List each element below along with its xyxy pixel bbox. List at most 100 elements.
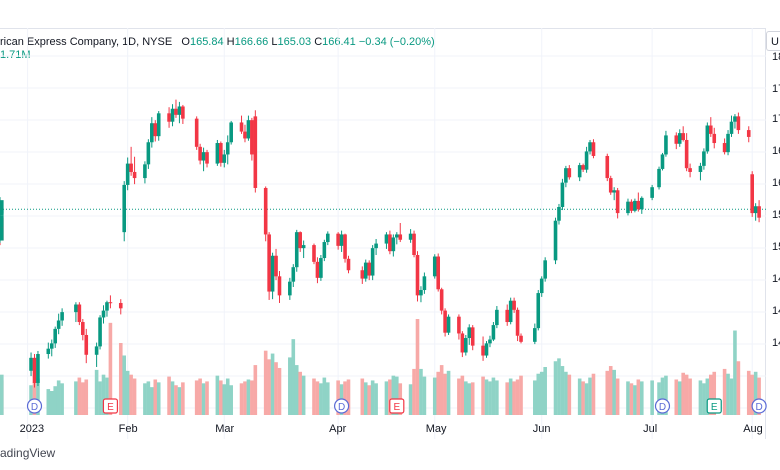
dividend-marker-label: D: [659, 402, 666, 413]
volume-bar: [702, 383, 706, 415]
candle-body: [105, 302, 109, 311]
candle-body: [384, 234, 389, 244]
volume-bar: [53, 386, 58, 415]
volume-bar: [543, 367, 547, 415]
candle-body: [143, 164, 147, 179]
candle-body: [581, 165, 585, 170]
candle-body: [712, 133, 717, 144]
volume-bar: [46, 389, 51, 415]
volume-bar: [319, 383, 323, 415]
candle-body: [698, 165, 703, 172]
symbol-legend: rican Express Company, 1D, NYSE O165.84 …: [0, 36, 435, 48]
volume-bar: [481, 376, 485, 415]
candle-body: [543, 260, 547, 279]
earnings-marker: [389, 398, 405, 414]
candle-body: [512, 300, 516, 310]
candle-body: [219, 143, 223, 163]
candle-body: [0, 227, 4, 241]
earnings-marker: [102, 398, 119, 414]
y-axis-tick-label: 16: [772, 177, 780, 189]
dividend-marker: [751, 398, 767, 414]
candle-body: [688, 168, 692, 172]
volume-bar: [705, 378, 710, 415]
candle-body: [250, 120, 254, 155]
candle-body: [325, 233, 330, 243]
volume-bar: [384, 381, 389, 415]
volume-bar: [370, 380, 375, 415]
candle-body: [677, 133, 682, 144]
volume-bar: [177, 387, 182, 415]
candle-body: [674, 135, 679, 144]
volume-bar: [360, 378, 365, 415]
open-value: 165.84: [189, 36, 224, 48]
volume-bar: [733, 330, 737, 415]
candle-body: [588, 142, 592, 152]
candle-body: [177, 106, 182, 115]
candlestick-chart[interactable]: D E D E D E D 18 17 17 16 16 15 15 14 14 14 2023 Feb Mar Apr…: [0, 0, 780, 440]
volume-bar: [322, 377, 327, 415]
volume-bar: [298, 371, 302, 415]
dividend-marker-label: D: [755, 402, 762, 413]
candle-body: [657, 168, 661, 188]
candle-body: [467, 327, 472, 339]
dividend-marker-label: D: [338, 402, 345, 413]
volume-bar: [194, 380, 199, 415]
candle-body: [505, 309, 510, 323]
volume-bar: [419, 368, 423, 415]
volume-bar: [395, 376, 399, 415]
volume-bar: [757, 377, 761, 415]
volume-bar: [129, 374, 133, 415]
candle-body: [684, 139, 689, 169]
candle-body: [243, 131, 247, 139]
candle-body: [708, 125, 713, 134]
candle-body: [539, 278, 544, 294]
low-value: 165.03: [277, 36, 312, 48]
volume-bar: [750, 374, 754, 415]
candle-body: [319, 258, 323, 278]
x-axis-tick-label: Jul: [643, 423, 657, 435]
candle-body: [32, 357, 37, 383]
volume-bar: [508, 378, 513, 415]
volume-bar: [132, 378, 137, 415]
candle-body: [508, 300, 513, 323]
volume-bar: [626, 381, 630, 415]
candle-body: [246, 120, 251, 139]
candle-body: [605, 155, 610, 179]
candle-body: [626, 201, 630, 214]
chart-pane[interactable]: [0, 28, 766, 439]
candle-body: [263, 187, 268, 235]
price-scale-button[interactable]: U: [766, 31, 780, 51]
volume-bar: [239, 383, 244, 415]
volume-bar: [49, 391, 54, 415]
y-axis-tick-label: 16: [772, 145, 780, 157]
volume-bar: [288, 357, 292, 415]
volume-bar: [0, 374, 4, 415]
candle-body: [564, 168, 568, 183]
candle-body: [74, 304, 78, 313]
volume-bar: [408, 384, 413, 415]
candle-body: [633, 200, 637, 211]
x-axis-tick-label: May: [426, 423, 447, 435]
candle-body: [167, 113, 171, 122]
volume-bar: [726, 373, 730, 415]
candle-body: [322, 242, 327, 259]
volume-bar: [629, 383, 634, 415]
candle-body: [60, 312, 64, 321]
candle-body: [702, 151, 706, 166]
candle-body: [153, 123, 158, 137]
candle-body: [388, 234, 392, 252]
symbol-title: rican Express Company, 1D, NYSE: [0, 36, 173, 48]
candle-body: [470, 327, 475, 346]
candle-body: [198, 146, 202, 161]
candle-body: [343, 234, 347, 259]
candle-body: [726, 133, 730, 153]
candle-body: [374, 243, 378, 249]
volume-bar: [391, 375, 396, 415]
volume-bar: [108, 322, 113, 415]
x-axis-tick-label: Jun: [533, 423, 551, 435]
candle-body: [750, 174, 754, 214]
volume-bar: [336, 380, 340, 415]
volume-bar: [229, 385, 233, 415]
x-axis-tick-label: Mar: [215, 423, 234, 435]
volume-bar: [664, 375, 668, 415]
